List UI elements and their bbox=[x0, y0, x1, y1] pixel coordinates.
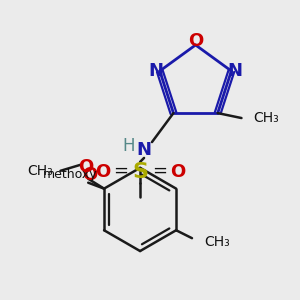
Text: O: O bbox=[82, 166, 98, 184]
Text: O: O bbox=[79, 158, 94, 176]
Text: N: N bbox=[148, 62, 163, 80]
Text: N: N bbox=[136, 141, 152, 159]
Text: O: O bbox=[170, 163, 185, 181]
Text: CH₃: CH₃ bbox=[27, 164, 52, 178]
Text: =: = bbox=[152, 162, 167, 180]
Text: H: H bbox=[122, 137, 134, 155]
Text: methoxy: methoxy bbox=[43, 168, 98, 181]
Text: CH₃: CH₃ bbox=[254, 111, 279, 125]
Text: N: N bbox=[228, 62, 243, 80]
Text: S: S bbox=[132, 162, 148, 182]
Text: =: = bbox=[113, 162, 128, 180]
Text: O: O bbox=[188, 32, 203, 50]
Text: CH₃: CH₃ bbox=[204, 235, 230, 249]
Text: O: O bbox=[95, 163, 110, 181]
